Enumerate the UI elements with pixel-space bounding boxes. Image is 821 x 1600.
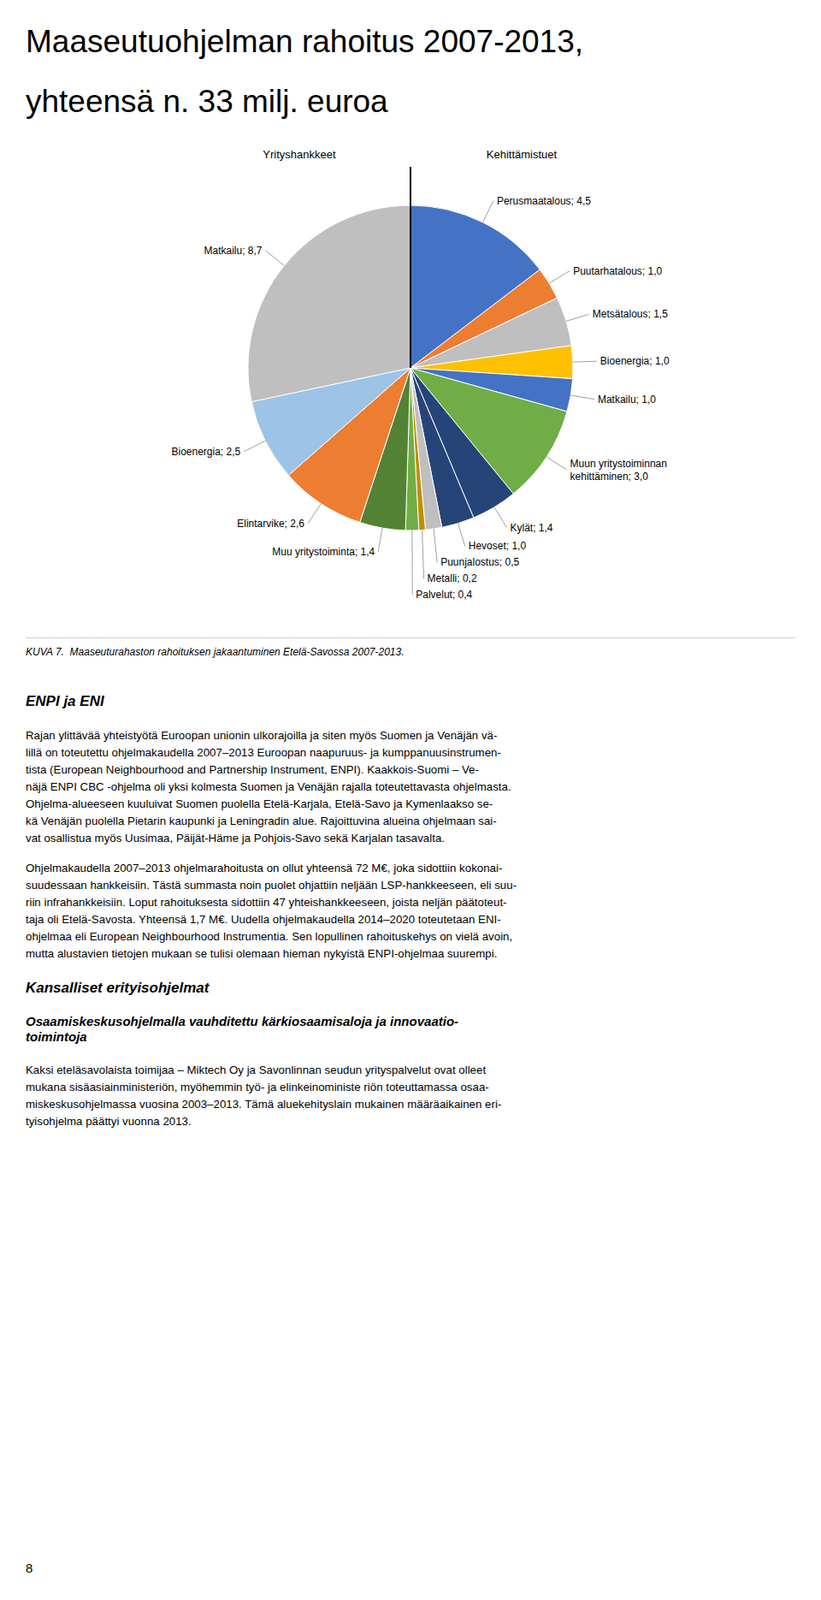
html-text:Kaksi eteläsavolaista toimijaa: Kaksi eteläsavolaista toimijaa – Miktech…	[25, 1063, 502, 1127]
svg-text:Kylät; 1,4: Kylät; 1,4	[510, 521, 554, 534]
svg-text:Bioenergia; 1,0: Bioenergia; 1,0	[600, 354, 670, 367]
svg-text:Perusmaatalous; 4,5: Perusmaatalous; 4,5	[496, 194, 591, 207]
svg-text:Yrityshankkeet: Yrityshankkeet	[262, 147, 337, 161]
html-text:Kansalliset erityisohjelmat: Kansalliset erityisohjelmat	[25, 978, 210, 996]
svg-text:Muu yritystoiminta; 1,4: Muu yritystoiminta; 1,4	[271, 545, 375, 558]
svg-text:Kehittämistuet: Kehittämistuet	[486, 147, 558, 161]
html-text:Osaamiskeskusohjelmalla vauhdi: Osaamiskeskusohjelmalla vauhditettu kärk…	[25, 1013, 459, 1044]
svg-text:Puutarhatalous; 1,0: Puutarhatalous; 1,0	[572, 265, 662, 278]
svg-text:Elintarvike; 2,6: Elintarvike; 2,6	[236, 517, 305, 530]
html-text:yhteensä n. 33 milj. euroa: yhteensä n. 33 milj. euroa	[25, 83, 389, 119]
svg-text:Metsätalous; 1,5: Metsätalous; 1,5	[592, 307, 668, 320]
html-text:Maaseutuohjelman rahoitus 2007: Maaseutuohjelman rahoitus 2007-2013,	[25, 23, 584, 60]
svg-text:Muun yritystoiminnan: Muun yritystoiminnan	[570, 457, 668, 470]
html-text:ENPI ja ENI: ENPI ja ENI	[25, 692, 104, 709]
html-text:Rajan ylittävää yhteistyötä Eu: Rajan ylittävää yhteistyötä Euroopan uni…	[25, 728, 512, 845]
svg-text:Metalli; 0,2: Metalli; 0,2	[427, 572, 478, 585]
html-text:8: 8	[25, 1559, 33, 1575]
svg-text:Matkailu; 8,7: Matkailu; 8,7	[204, 244, 263, 257]
html-text:KUVA 7. Maaseuturahaston rahoi: KUVA 7. Maaseuturahaston rahoituksen jak…	[25, 645, 405, 658]
svg-text:kehittäminen; 3,0: kehittäminen; 3,0	[570, 470, 650, 483]
svg-text:Matkailu; 1,0: Matkailu; 1,0	[597, 393, 656, 406]
svg-text:Puunjalostus; 0,5: Puunjalostus; 0,5	[440, 555, 520, 568]
html-text:Ohjelmakaudella 2007–2013 ohje: Ohjelmakaudella 2007–2013 ohjelmarahoitu…	[25, 861, 517, 960]
svg-text:Palvelut; 0,4: Palvelut; 0,4	[415, 588, 473, 601]
svg-text:Hevoset; 1,0: Hevoset; 1,0	[468, 539, 527, 552]
svg-text:Bioenergia; 2,5: Bioenergia; 2,5	[171, 445, 241, 458]
